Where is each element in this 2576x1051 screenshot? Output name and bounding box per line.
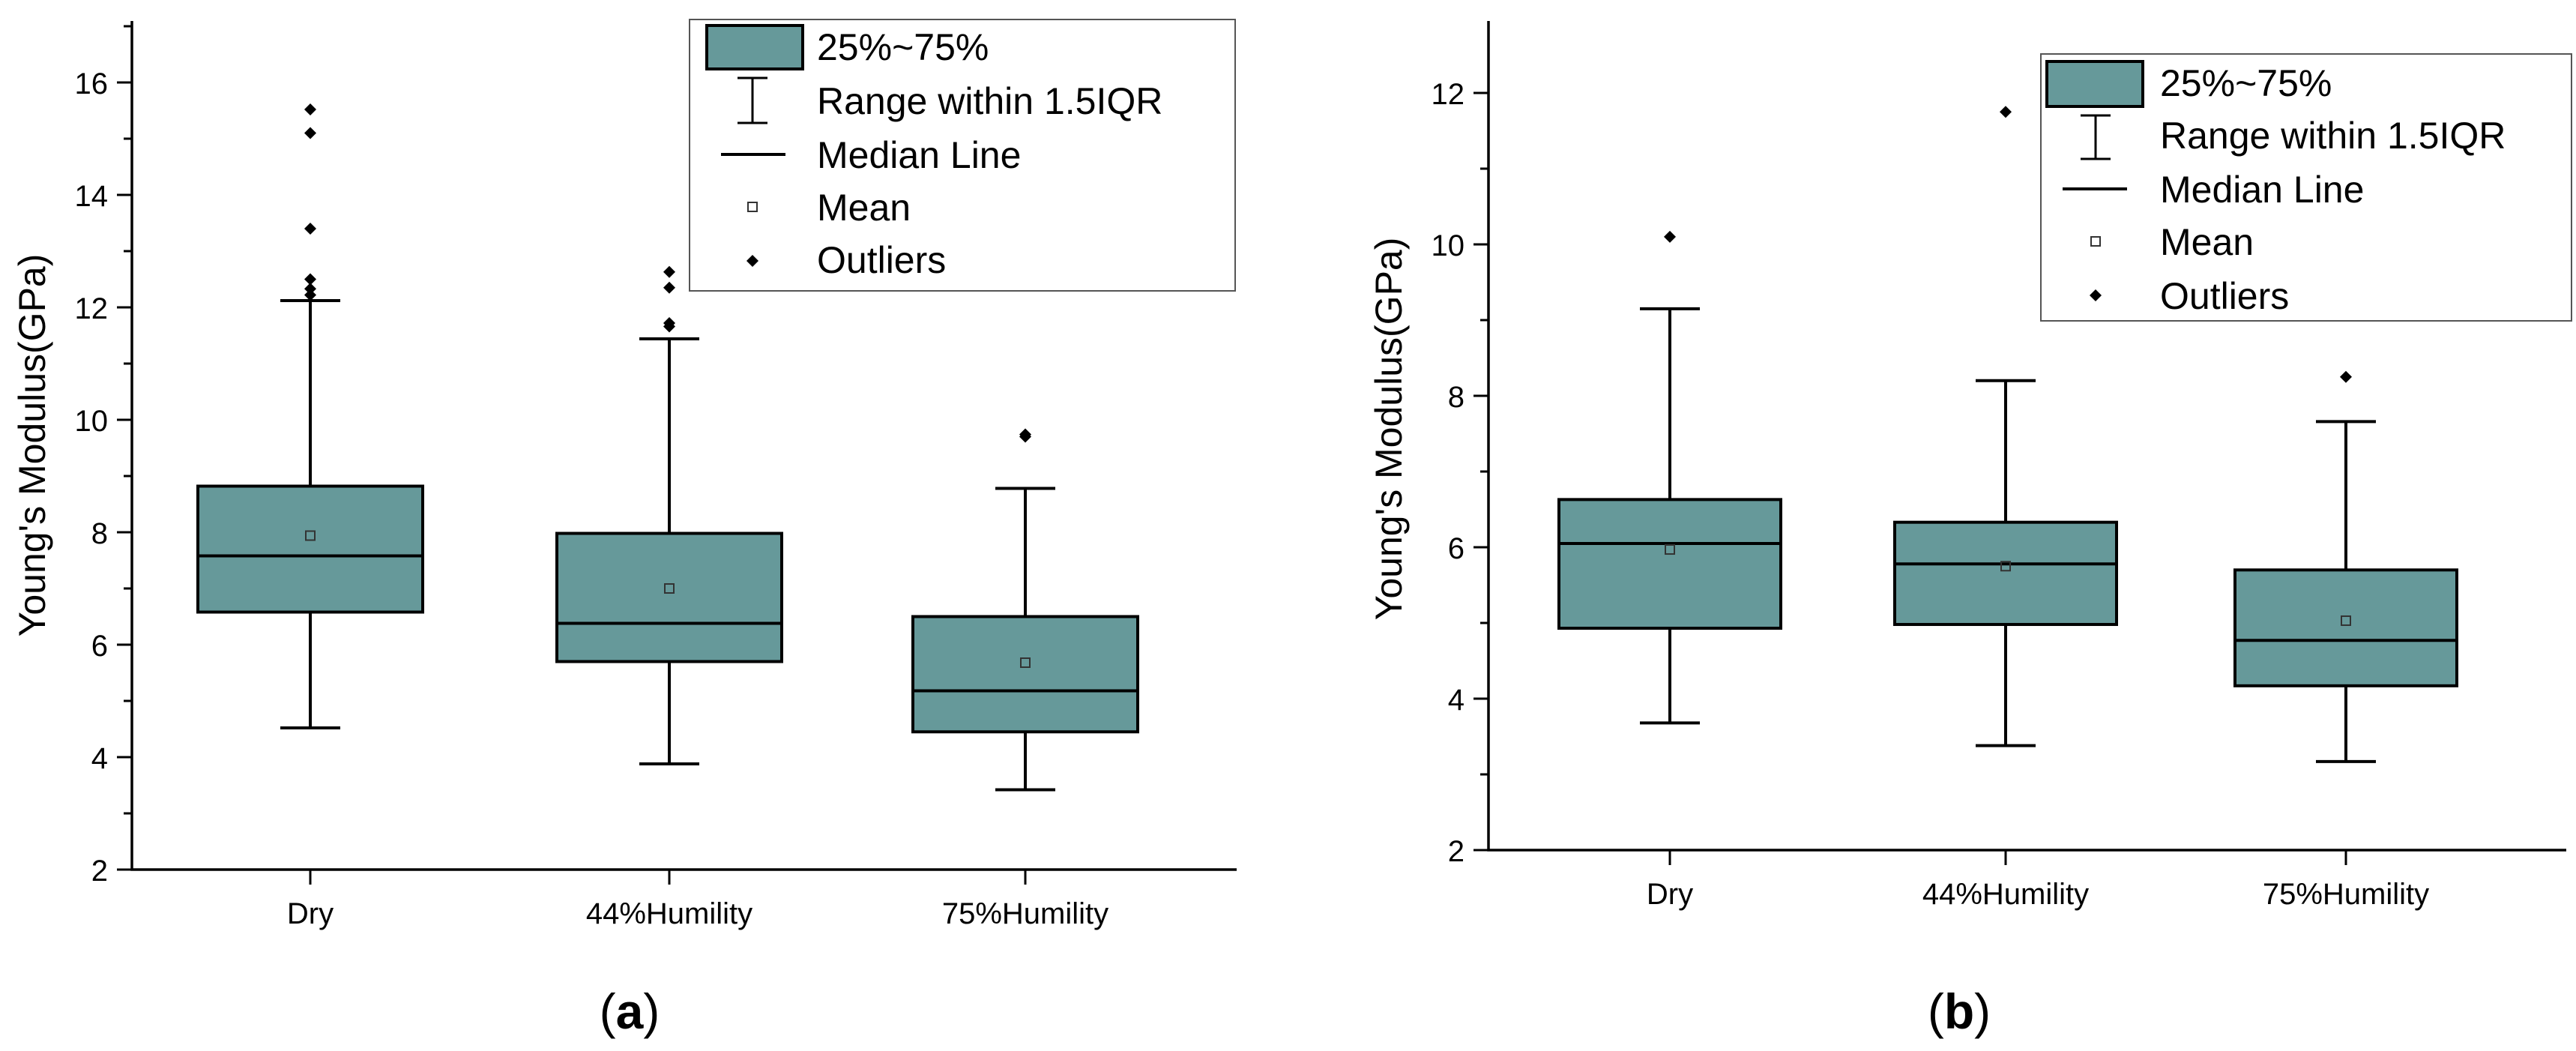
- legend-entry-box: 25%~75%: [817, 26, 989, 68]
- y-tick-label: 10: [75, 405, 109, 438]
- legend-entry-mean: Mean: [2160, 221, 2254, 263]
- iqr-box: [911, 615, 1139, 734]
- outlier-point: [663, 317, 675, 329]
- x-tick-label: Dry: [287, 897, 334, 930]
- iqr-box: [196, 484, 424, 614]
- y-tick-label: 8: [1448, 381, 1465, 414]
- panel-b-boxes: [1557, 106, 2458, 763]
- panel-b-y-axis-title: Young's Modulus(GPa): [1368, 238, 1410, 621]
- y-tick-label: 16: [75, 67, 109, 100]
- panel-a-label: (a): [600, 984, 660, 1039]
- legend-outlier-icon: [2090, 289, 2102, 301]
- panel-a-y-axis-title: Young's Modulus(GPa): [11, 254, 53, 637]
- y-tick-label: 2: [1448, 835, 1465, 868]
- legend-entry-mean: Mean: [817, 187, 911, 229]
- legend-box-swatch: [705, 24, 804, 70]
- y-tick-label: 8: [91, 517, 108, 550]
- y-tick-label: 4: [91, 742, 108, 775]
- mean-marker: [305, 530, 316, 541]
- y-tick-label: 12: [1432, 78, 1465, 111]
- iqr-box: [2233, 568, 2458, 687]
- y-tick-label: 14: [75, 180, 109, 213]
- iqr-box: [555, 531, 783, 663]
- iqr-box: [1557, 498, 1782, 630]
- mean-marker: [1665, 544, 1675, 555]
- legend-entry-range: Range within 1.5IQR: [2160, 115, 2506, 157]
- outlier-point: [1664, 230, 1676, 243]
- mean-marker: [2341, 615, 2351, 626]
- y-tick-label: 6: [91, 630, 108, 663]
- panel-b-y-ticks: 2 4 6 8 10 12: [1432, 78, 1488, 868]
- panel-a-boxes: [196, 103, 1139, 792]
- panel-b-label: (b): [1928, 984, 1991, 1039]
- legend-entry-outliers: Outliers: [2160, 275, 2289, 317]
- outlier-point: [2000, 106, 2012, 118]
- legend-range-icon: [737, 76, 767, 124]
- legend-entry-median: Median Line: [817, 134, 1021, 176]
- panel-a: 2 4 6 8 10 12 14 16 Dry 44%Humility 75%Humility Y…: [11, 19, 1237, 1039]
- box-group: [196, 103, 424, 729]
- x-tick-label: 75%Humility: [942, 897, 1108, 930]
- legend-mean-icon: [747, 202, 758, 212]
- panel-a-y-ticks: 2 4 6 8 10 12 14 16: [75, 25, 132, 888]
- outlier-point: [304, 283, 316, 295]
- mean-marker: [2000, 561, 2011, 572]
- outlier-point: [663, 281, 675, 294]
- legend-outlier-icon: [746, 255, 758, 267]
- panel-a-x-ticks: Dry 44%Humility 75%Humility: [287, 870, 1108, 930]
- panel-b: 2 4 6 8 10 12 Dry 44%Humility 75%Humility Young…: [1368, 21, 2572, 1039]
- legend-range-icon: [2081, 114, 2111, 160]
- panel-b-legend: 25%~75% Range within 1.5IQR Median Line …: [2040, 53, 2572, 322]
- y-tick-label: 4: [1448, 684, 1465, 717]
- outlier-point: [304, 223, 316, 235]
- x-tick-label: Dry: [1647, 878, 1693, 911]
- outlier-point: [304, 127, 316, 139]
- panel-b-x-ticks: Dry 44%Humility 75%Humility: [1647, 850, 2429, 911]
- box-group: [1557, 230, 1782, 725]
- x-tick-label: 75%Humility: [2263, 878, 2429, 911]
- mean-marker: [1020, 657, 1031, 668]
- panel-a-legend: 25%~75% Range within 1.5IQR Median Line …: [689, 19, 1236, 292]
- box-group: [2233, 370, 2458, 763]
- outlier-point: [304, 273, 316, 286]
- legend-box-swatch: [2045, 60, 2144, 108]
- legend-entry-median: Median Line: [2160, 169, 2364, 211]
- y-tick-label: 6: [1448, 532, 1465, 565]
- mean-marker: [664, 583, 675, 594]
- legend-entry-range: Range within 1.5IQR: [817, 80, 1162, 122]
- legend-entry-box: 25%~75%: [2160, 62, 2332, 104]
- y-tick-label: 12: [75, 292, 109, 325]
- legend-entry-outliers: Outliers: [817, 239, 946, 281]
- legend-mean-icon: [2090, 236, 2101, 247]
- outlier-point: [2340, 370, 2352, 383]
- outlier-point: [1019, 428, 1031, 441]
- box-group: [911, 428, 1139, 792]
- y-tick-label: 10: [1432, 229, 1465, 262]
- iqr-box: [1893, 520, 2118, 627]
- outlier-point: [304, 289, 316, 301]
- x-tick-label: 44%Humility: [586, 897, 752, 930]
- outlier-point: [663, 265, 675, 278]
- box-group: [1893, 106, 2118, 747]
- x-tick-label: 44%Humility: [1922, 878, 2089, 911]
- y-tick-label: 2: [91, 855, 108, 888]
- outlier-point: [304, 103, 316, 115]
- box-group: [555, 265, 783, 765]
